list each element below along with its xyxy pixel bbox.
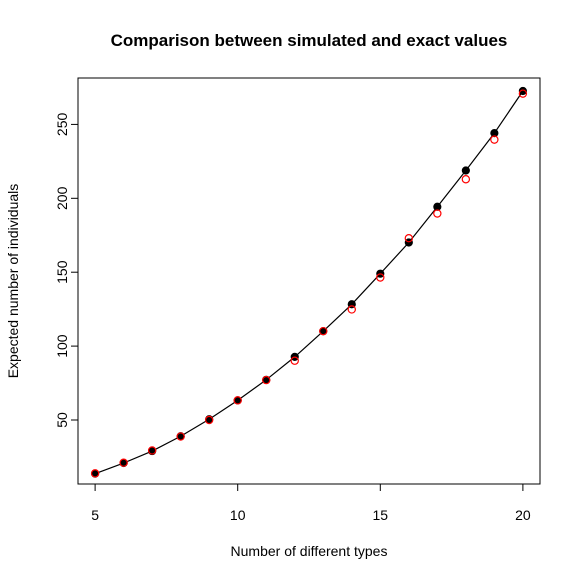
- exact-point: [376, 273, 385, 282]
- exact-point: [233, 396, 242, 405]
- simulated-point: [490, 129, 499, 138]
- series-layer: [90, 86, 528, 478]
- exact-point: [90, 469, 100, 478]
- exact-point: [262, 375, 271, 385]
- x-axis: 5 10 15 20: [91, 483, 531, 523]
- exact-point: [461, 175, 471, 184]
- y-axis: 50 100 150 200 250: [54, 113, 79, 428]
- exact-point: [204, 415, 214, 425]
- exact-point: [518, 89, 528, 98]
- x-tick-label: 5: [91, 507, 99, 523]
- x-tick-label: 10: [230, 507, 246, 523]
- y-axis-label: Expected number of individuals: [5, 184, 21, 379]
- exact-point: [119, 458, 128, 467]
- simulated-point: [461, 166, 470, 175]
- simulated-point: [433, 202, 442, 211]
- y-tick-label: 100: [54, 334, 70, 358]
- y-tick-label: 250: [54, 113, 70, 137]
- chart-title: Comparison between simulated and exact v…: [111, 31, 508, 50]
- x-tick-label: 15: [373, 507, 389, 523]
- simulated-point: [404, 238, 413, 247]
- y-tick-label: 150: [54, 260, 70, 284]
- simulated-line: [94, 90, 524, 475]
- x-tick-label: 20: [515, 507, 531, 523]
- exact-point: [347, 305, 356, 314]
- exact-point: [433, 209, 442, 218]
- exact-point: [147, 446, 157, 455]
- y-tick-label: 200: [54, 186, 70, 210]
- exact-point: [290, 356, 299, 365]
- exact-point: [176, 432, 185, 441]
- exact-point: [490, 135, 499, 144]
- exact-point: [404, 234, 414, 243]
- exact-point: [319, 326, 328, 336]
- y-tick-label: 50: [54, 412, 70, 428]
- simulated-point: [518, 86, 527, 96]
- x-axis-label: Number of different types: [231, 543, 388, 559]
